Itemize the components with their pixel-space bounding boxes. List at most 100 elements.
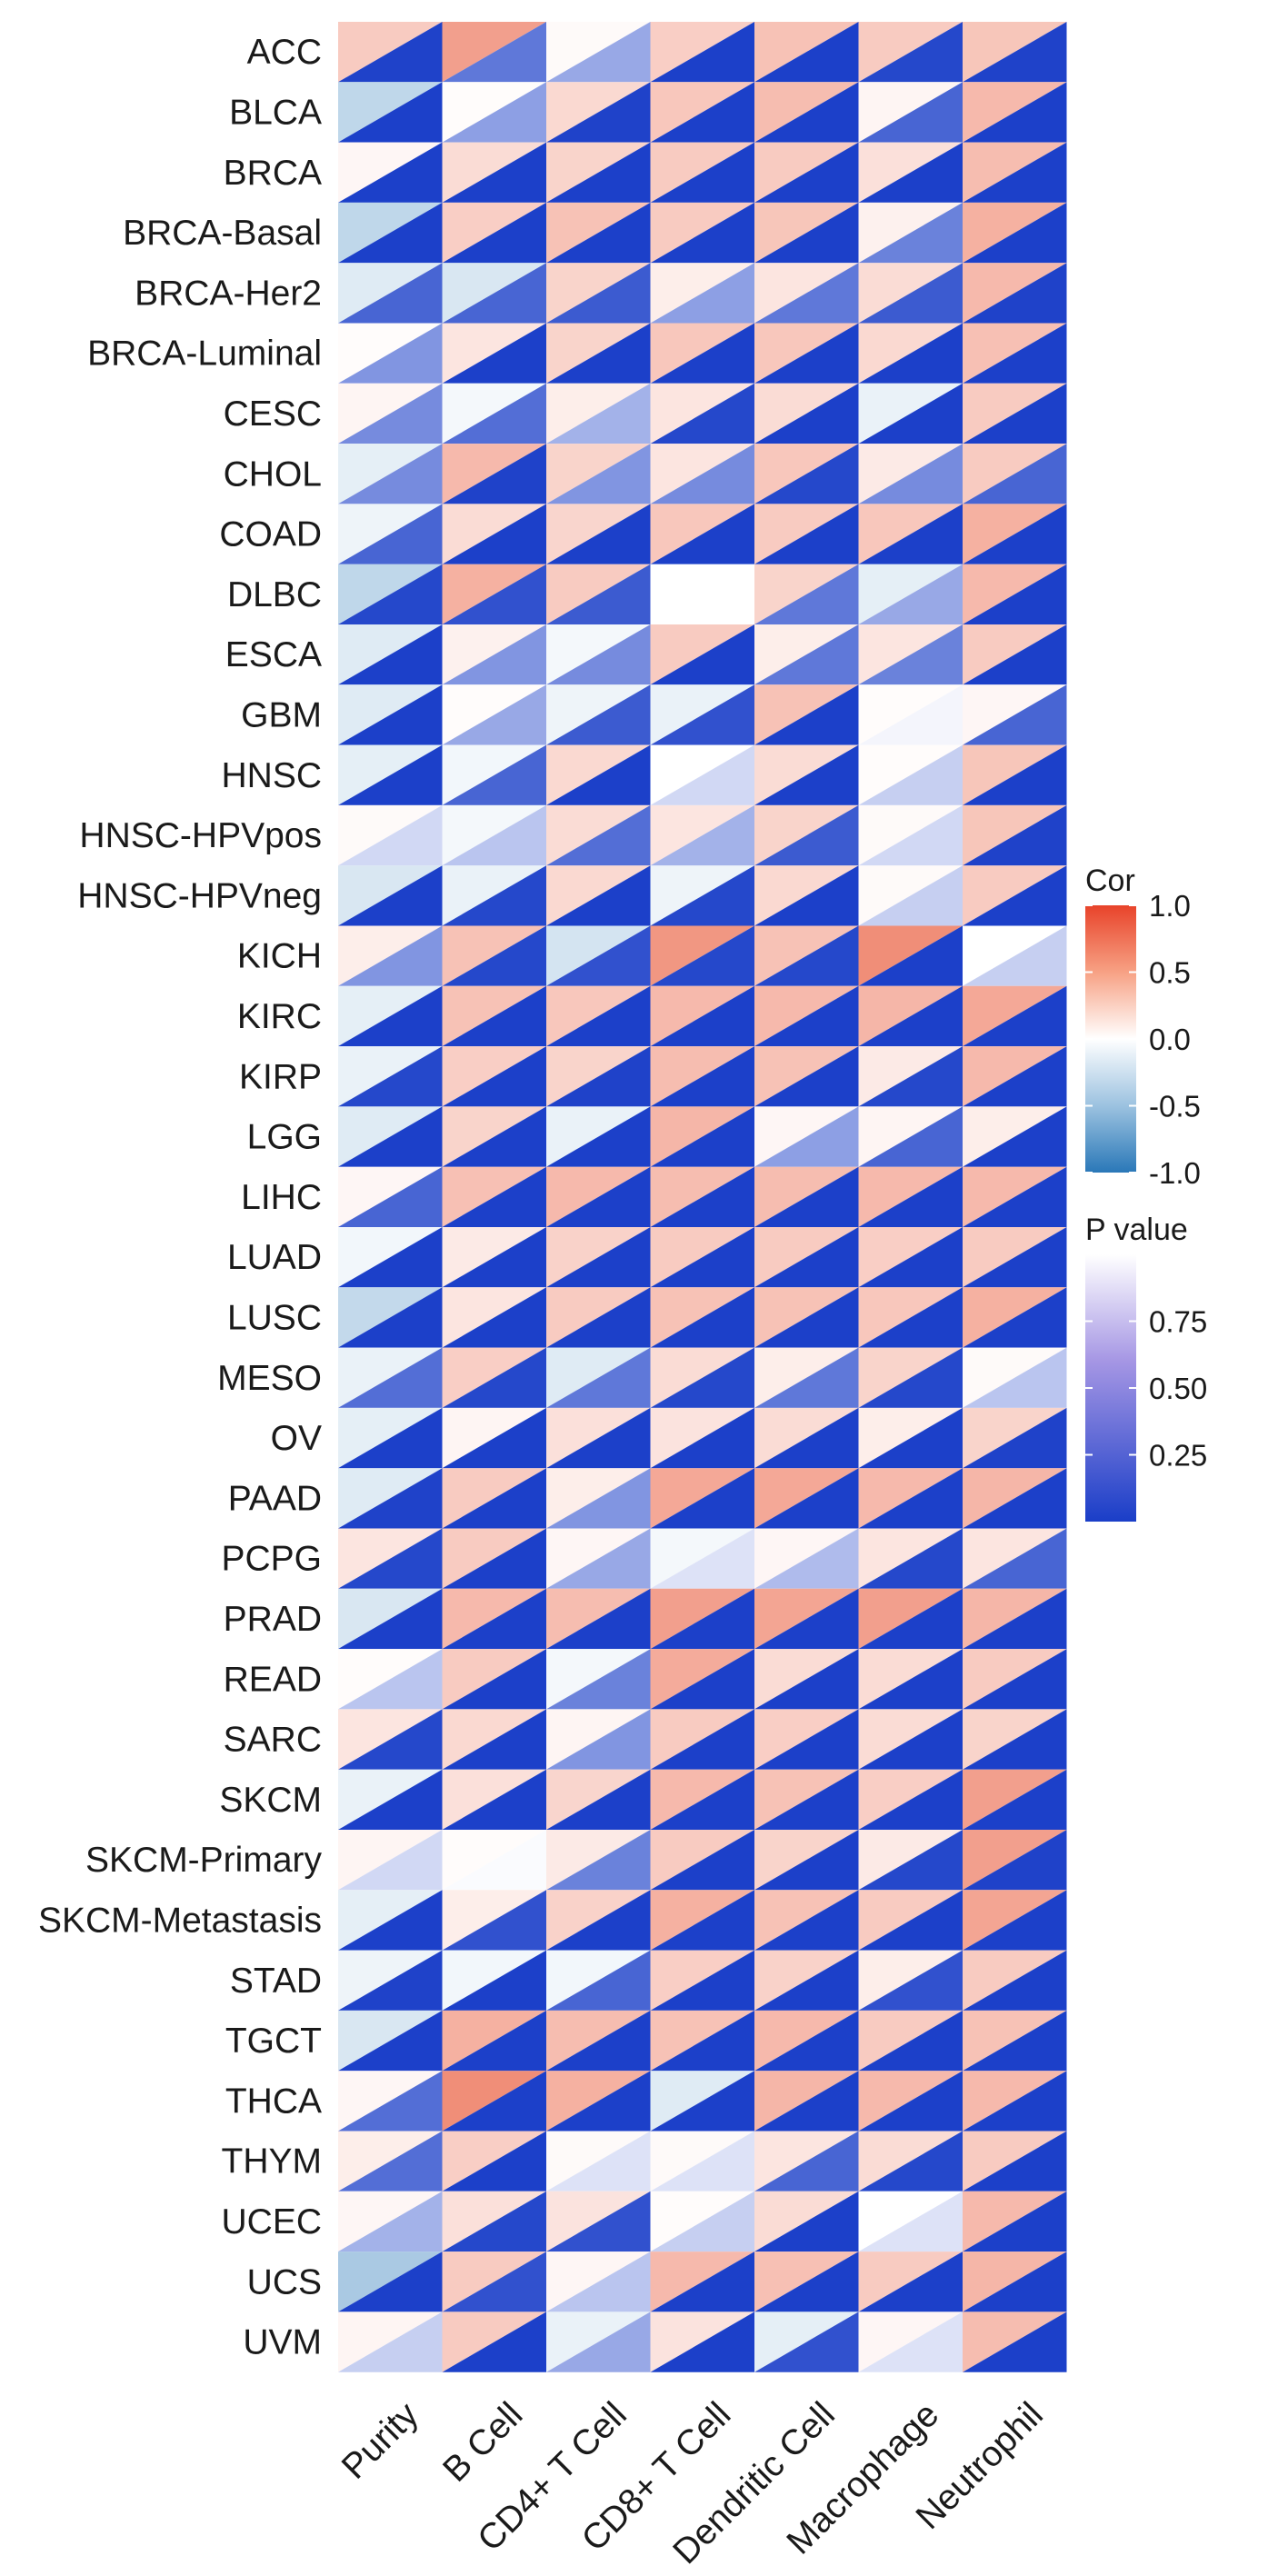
pvalue-cell xyxy=(963,684,1067,745)
cor-cell xyxy=(546,504,651,564)
pvalue-cell xyxy=(858,1950,963,2011)
row-label: SKCM-Primary xyxy=(85,1841,322,1880)
cor-cell xyxy=(858,2191,963,2252)
pvalue-cell xyxy=(963,202,1067,264)
row-label: SKCM-Metastasis xyxy=(38,1901,322,1940)
pvalue-cell xyxy=(442,1347,546,1408)
cor-cell xyxy=(650,1287,754,1348)
row-label: STAD xyxy=(230,1962,322,2001)
pvalue-cell xyxy=(650,142,754,203)
pvalue-cell xyxy=(650,383,754,444)
pvalue-cell xyxy=(858,684,963,745)
pvalue-cell xyxy=(963,1890,1067,1951)
pvalue-tick-label: 0.75 xyxy=(1149,1305,1207,1339)
pvalue-cell xyxy=(650,2191,754,2252)
pvalue-cell xyxy=(754,82,859,143)
pvalue-cell xyxy=(442,1046,546,1107)
pvalue-cell xyxy=(650,263,754,324)
cor-cell xyxy=(858,1890,963,1951)
pvalue-cell xyxy=(546,985,651,1047)
pvalue-cell xyxy=(546,142,651,203)
cor-cell xyxy=(442,383,546,444)
cor-cell xyxy=(650,202,754,264)
pvalue-cell xyxy=(650,985,754,1047)
cor-cell xyxy=(963,564,1067,624)
pvalue-cell xyxy=(442,1528,546,1589)
pvalue-cell xyxy=(338,744,443,805)
row-label: GBM xyxy=(241,695,322,734)
cor-cell xyxy=(442,985,546,1047)
pvalue-cell xyxy=(858,1528,963,1589)
cor-cell xyxy=(963,1588,1067,1650)
pvalue-cell xyxy=(442,383,546,444)
pvalue-cell xyxy=(338,1588,443,1650)
heatmap-cells xyxy=(338,22,1067,2372)
pvalue-cell xyxy=(442,684,546,745)
cor-cell xyxy=(754,1407,859,1469)
pvalue-cell xyxy=(338,263,443,324)
pvalue-cell xyxy=(963,624,1067,685)
cor-cell xyxy=(338,1287,443,1348)
cor-cell xyxy=(963,1890,1067,1951)
pvalue-cell xyxy=(546,22,651,83)
pvalue-cell xyxy=(858,22,963,83)
cor-cell xyxy=(963,624,1067,685)
pvalue-cell xyxy=(442,985,546,1047)
pvalue-cell xyxy=(546,82,651,143)
pvalue-cell xyxy=(963,1046,1067,1107)
cor-cell xyxy=(442,2010,546,2072)
pvalue-cell xyxy=(858,925,963,986)
cor-cell xyxy=(338,804,443,866)
pvalue-cell xyxy=(442,1830,546,1891)
cor-cell xyxy=(650,2311,754,2372)
pvalue-cell xyxy=(754,2311,859,2372)
pvalue-cell xyxy=(546,504,651,564)
pvalue-cell xyxy=(546,804,651,866)
pvalue-cell xyxy=(754,323,859,384)
cor-cell xyxy=(442,2071,546,2132)
pvalue-cell xyxy=(963,1950,1067,2011)
pvalue-cell xyxy=(338,1830,443,1891)
cor-cell xyxy=(338,1407,443,1469)
cor-cell xyxy=(754,564,859,624)
pvalue-cell xyxy=(858,1649,963,1710)
pvalue-cell xyxy=(546,2131,651,2192)
cor-cell xyxy=(442,804,546,866)
pvalue-cell xyxy=(754,684,859,745)
pvalue-cell xyxy=(754,564,859,624)
pvalue-cell xyxy=(546,202,651,264)
pvalue-cell xyxy=(754,1407,859,1469)
pvalue-cell xyxy=(963,383,1067,444)
pvalue-cell xyxy=(650,444,754,504)
pvalue-cell xyxy=(442,323,546,384)
pvalue-cell xyxy=(442,2071,546,2132)
pvalue-cell xyxy=(546,1227,651,1288)
pvalue-cell xyxy=(650,1347,754,1408)
pvalue-cell xyxy=(754,383,859,444)
pvalue-cell xyxy=(963,1649,1067,1710)
cor-cell xyxy=(442,444,546,504)
pvalue-cell xyxy=(650,1106,754,1167)
pvalue-cell xyxy=(338,2131,443,2192)
pvalue-cell xyxy=(650,1769,754,1830)
pvalue-cell xyxy=(338,2191,443,2252)
pvalue-cell xyxy=(858,1166,963,1227)
row-label: HNSC-HPVpos xyxy=(79,816,322,855)
pvalue-legend: P value 0.75 0.50 0.25 xyxy=(1085,1213,1207,1522)
pvalue-cell xyxy=(754,1106,859,1167)
row-label: BRCA-Her2 xyxy=(135,274,322,313)
row-label: LGG xyxy=(247,1118,322,1157)
pvalue-cell xyxy=(858,1227,963,1288)
pvalue-cell xyxy=(442,1166,546,1227)
pvalue-cell xyxy=(754,22,859,83)
cor-cell xyxy=(858,684,963,745)
pvalue-cell xyxy=(442,1227,546,1288)
pvalue-cell xyxy=(963,925,1067,986)
pvalue-cell xyxy=(546,1890,651,1951)
row-label: KIRC xyxy=(237,997,322,1036)
cor-cell xyxy=(963,444,1067,504)
pvalue-cell xyxy=(963,1407,1067,1469)
cor-cell xyxy=(338,383,443,444)
pvalue-cell xyxy=(754,1890,859,1951)
row-label: LUAD xyxy=(227,1238,322,1277)
